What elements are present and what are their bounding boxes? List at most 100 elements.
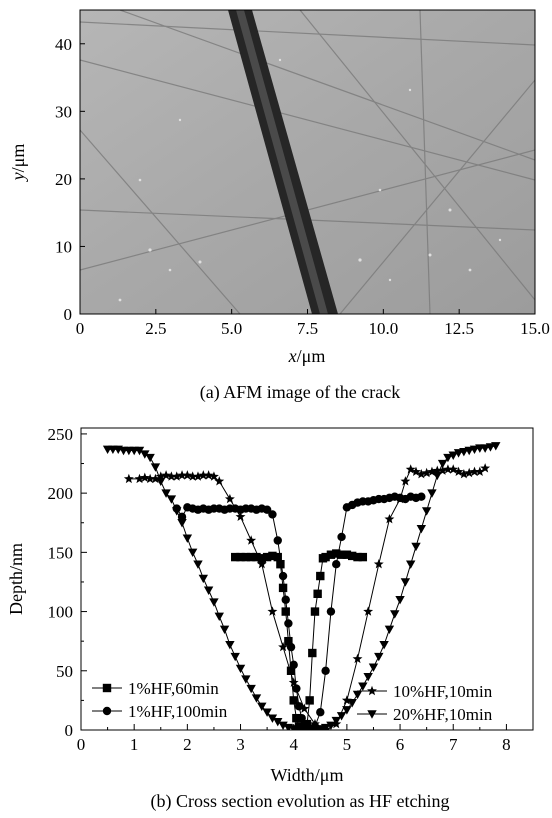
- data-point: [400, 578, 411, 587]
- plot-x-tick-label: 7: [449, 735, 458, 754]
- data-point: [411, 542, 421, 552]
- data-point: [352, 653, 363, 664]
- legend: 1%HF,60min 1%HF,100min 10%HF,10min 20%HF,10…: [92, 679, 493, 724]
- data-point: [150, 473, 161, 484]
- afm-x-tick-label: 7.5: [297, 319, 318, 338]
- data-point: [411, 466, 421, 477]
- data-point: [332, 559, 341, 569]
- afm-scratches: [80, 10, 535, 314]
- data-point: [286, 642, 296, 652]
- data-point: [231, 552, 240, 562]
- data-point: [214, 476, 225, 486]
- legend-entry: 1%HF,60min: [92, 679, 219, 698]
- data-point: [273, 718, 283, 727]
- data-point: [347, 699, 357, 708]
- plot-x-tick-label: 2: [183, 735, 192, 754]
- data-point: [203, 586, 214, 595]
- data-point: [341, 695, 352, 705]
- plot-y-axis-label: Depth/nm: [6, 543, 26, 615]
- data-point: [219, 625, 230, 635]
- data-point: [256, 559, 267, 569]
- data-point: [417, 492, 426, 501]
- data-point: [292, 713, 301, 723]
- afm-axes: 0 2.5 5.0 7.5 10.0 12.5 15.0 0 10 20 30 40: [55, 35, 550, 338]
- data-point: [134, 446, 145, 456]
- plot-x-tick-label: 8: [502, 735, 511, 754]
- legend-entry: 1%HF,100min: [92, 702, 228, 721]
- data-point: [405, 560, 416, 569]
- legend-label: 20%HF,10min: [393, 705, 493, 724]
- data-point: [278, 583, 288, 593]
- data-point: [453, 449, 464, 458]
- data-point: [300, 719, 309, 729]
- data-point: [193, 560, 203, 569]
- data-point: [267, 714, 278, 723]
- data-point: [326, 721, 336, 730]
- data-point: [485, 443, 496, 452]
- afm-panel: 0 2.5 5.0 7.5 10.0 12.5 15.0 0 10 20 30 40 x/μm y/μ…: [8, 9, 550, 403]
- afm-image: [80, 10, 535, 314]
- data-point: [421, 467, 432, 478]
- legend-marker: [367, 685, 377, 696]
- legend-label: 1%HF,60min: [128, 679, 219, 698]
- data-point: [161, 489, 171, 498]
- data-point: [458, 468, 469, 479]
- data-point: [363, 673, 373, 682]
- data-point: [427, 489, 437, 498]
- data-point: [246, 535, 257, 545]
- data-point: [278, 721, 288, 730]
- data-point: [331, 716, 341, 726]
- data-point: [316, 571, 325, 581]
- plot-y-tick-label: 150: [48, 543, 74, 562]
- afm-crack-core: [236, 10, 328, 314]
- data-point: [182, 534, 193, 543]
- plot-y-tick-label: 0: [65, 721, 74, 740]
- data-point: [267, 606, 278, 616]
- data-point: [236, 552, 245, 562]
- data-point: [442, 464, 453, 474]
- data-point: [241, 675, 251, 684]
- legend-entry: 20%HF,10min: [357, 705, 493, 724]
- afm-speckles: [118, 58, 502, 302]
- data-point: [332, 549, 341, 558]
- afm-y-tick-label: 20: [55, 170, 72, 189]
- data-point: [437, 459, 448, 469]
- data-point: [187, 471, 198, 481]
- data-point: [342, 706, 352, 715]
- data-point: [246, 684, 256, 694]
- afm-y-tick-label: 10: [55, 237, 72, 256]
- plot-x-tick-label: 1: [130, 735, 139, 754]
- data-point: [268, 510, 277, 519]
- data-point: [281, 595, 290, 604]
- data-point: [432, 471, 442, 481]
- data-point: [299, 703, 310, 713]
- data-point: [374, 652, 384, 662]
- series-star: [123, 463, 491, 730]
- data-point: [241, 552, 251, 562]
- data-point: [405, 464, 416, 474]
- data-point: [156, 477, 166, 486]
- afm-x-tick-label: 15.0: [520, 319, 550, 338]
- afm-x-tick-label: 10.0: [368, 319, 398, 338]
- data-point: [209, 598, 219, 607]
- plot-x-tick-label: 5: [343, 735, 352, 754]
- data-point: [427, 466, 437, 477]
- plot-axes: 0 1 2 3 4 5 6 7 8 0 50 100 150 200 250: [48, 425, 511, 754]
- data-point: [358, 682, 368, 691]
- legend-marker: [367, 710, 377, 719]
- data-point: [198, 574, 209, 584]
- data-point: [469, 466, 480, 477]
- data-point: [177, 470, 187, 480]
- plot-x-axis-label: Width/μm: [271, 765, 344, 785]
- series-triangle-down: [102, 442, 501, 730]
- data-point: [353, 552, 362, 562]
- data-point: [182, 470, 193, 480]
- data-point: [308, 648, 317, 658]
- data-point: [326, 607, 336, 616]
- data-point: [469, 445, 480, 455]
- legend-label: 10%HF,10min: [393, 682, 493, 701]
- data-point: [342, 550, 352, 559]
- afm-x-tick-label: 2.5: [145, 319, 166, 338]
- data-point: [326, 550, 336, 559]
- afm-x-tick-label: 5.0: [221, 319, 242, 338]
